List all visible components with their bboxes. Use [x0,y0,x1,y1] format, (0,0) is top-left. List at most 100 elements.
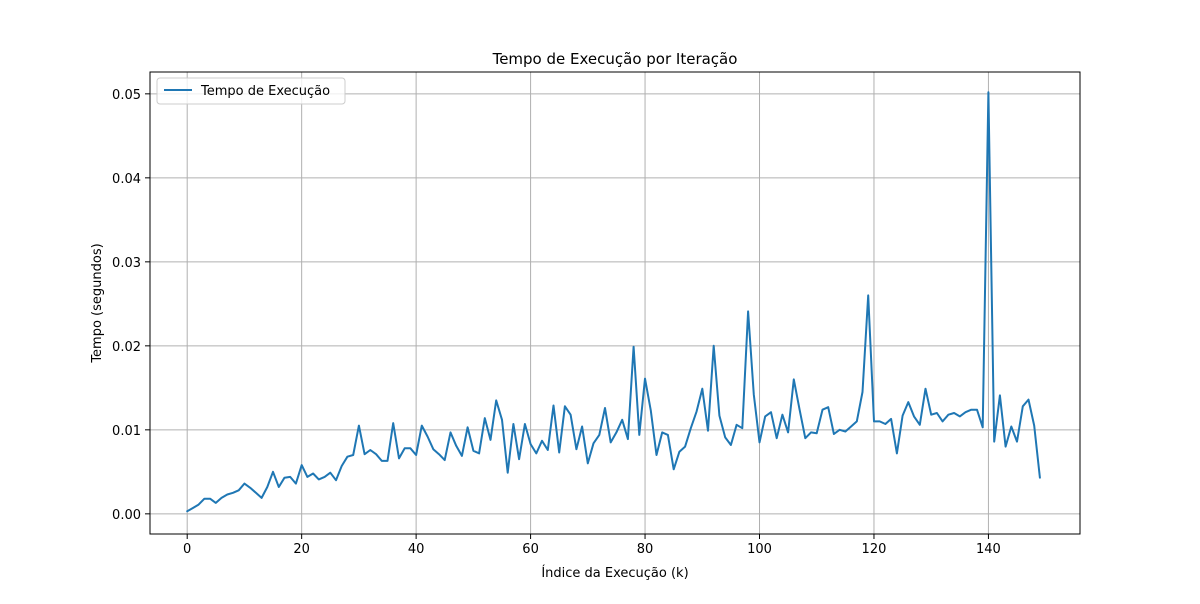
x-tick-label: 0 [183,542,191,557]
data-point [186,510,188,512]
data-point [381,460,383,462]
data-point [312,473,314,475]
data-point [512,423,514,425]
data-point [243,483,245,485]
series-line [186,91,1041,513]
data-point [701,388,703,390]
data-point [947,414,949,416]
data-point [221,497,223,499]
data-point [781,414,783,416]
data-point [547,449,549,451]
data-point [1010,426,1012,428]
data-point [667,434,669,436]
data-point [633,346,635,348]
data-point [409,447,411,449]
y-axis: 0.00 0.01 0.02 0.03 0.04 0.05 [112,88,150,523]
data-point [650,410,652,412]
data-point [902,415,904,417]
data-point [593,442,595,444]
plot-frame [149,71,1081,535]
data-point [970,409,972,411]
x-tick-label: 140 [976,542,1001,557]
data-point [346,456,348,458]
y-tick-label: 0.05 [112,88,141,103]
data-point [987,91,989,93]
data-point [432,448,434,450]
data-point [925,388,927,390]
data-point [867,294,869,296]
data-point [1005,446,1007,448]
data-point [415,454,417,456]
data-point [1016,441,1018,443]
data-point [289,476,291,478]
data-point [896,452,898,454]
data-point [741,427,743,429]
data-point [827,406,829,408]
data-point [375,453,377,455]
data-point [553,405,555,407]
data-point [833,433,835,435]
data-point [856,420,858,422]
data-point [232,492,234,494]
data-point [266,486,268,488]
data-point [953,412,955,414]
data-point [301,464,303,466]
data-point [770,411,772,413]
data-point [696,410,698,412]
data-point [467,426,469,428]
data-point [255,492,257,494]
data-point [718,415,720,417]
data-point [587,462,589,464]
data-point [335,479,337,481]
data-point [575,448,577,450]
data-point [850,426,852,428]
y-tick-label: 0.02 [112,340,141,355]
data-point [392,422,394,424]
data-point [192,507,194,509]
data-point [759,441,761,443]
data-point [455,445,457,447]
data-point [306,476,308,478]
data-point [930,414,932,416]
data-point [799,409,801,411]
data-point [369,449,371,451]
data-point [238,489,240,491]
data-point [198,504,200,506]
data-point [272,471,274,473]
data-point [215,502,217,504]
data-point [507,472,509,474]
x-axis: 0 20 40 60 80 100 120 140 [183,534,1001,557]
data-point [404,447,406,449]
data-point [913,415,915,417]
data-point [535,452,537,454]
data-point [793,378,795,380]
data-point [518,458,520,460]
data-point [598,434,600,436]
data-point [787,431,789,433]
y-axis-label: Tempo (segundos) [90,243,105,363]
data-point [684,446,686,448]
data-point [879,420,881,422]
data-point [558,452,560,454]
data-point [484,417,486,419]
data-point [495,399,497,401]
data-point [661,431,663,433]
series-layer [186,91,1041,513]
data-point [764,415,766,417]
data-point [822,409,824,411]
data-point [747,310,749,312]
data-point [730,444,732,446]
data-point [982,426,984,428]
data-point [959,415,961,417]
data-point [936,412,938,414]
data-point [490,439,492,441]
data-point [604,407,606,409]
data-point [839,429,841,431]
data-point [324,476,326,478]
data-point [753,394,755,396]
data-point [295,483,297,485]
data-point [261,497,263,499]
data-point [541,440,543,442]
data-point [421,425,423,427]
